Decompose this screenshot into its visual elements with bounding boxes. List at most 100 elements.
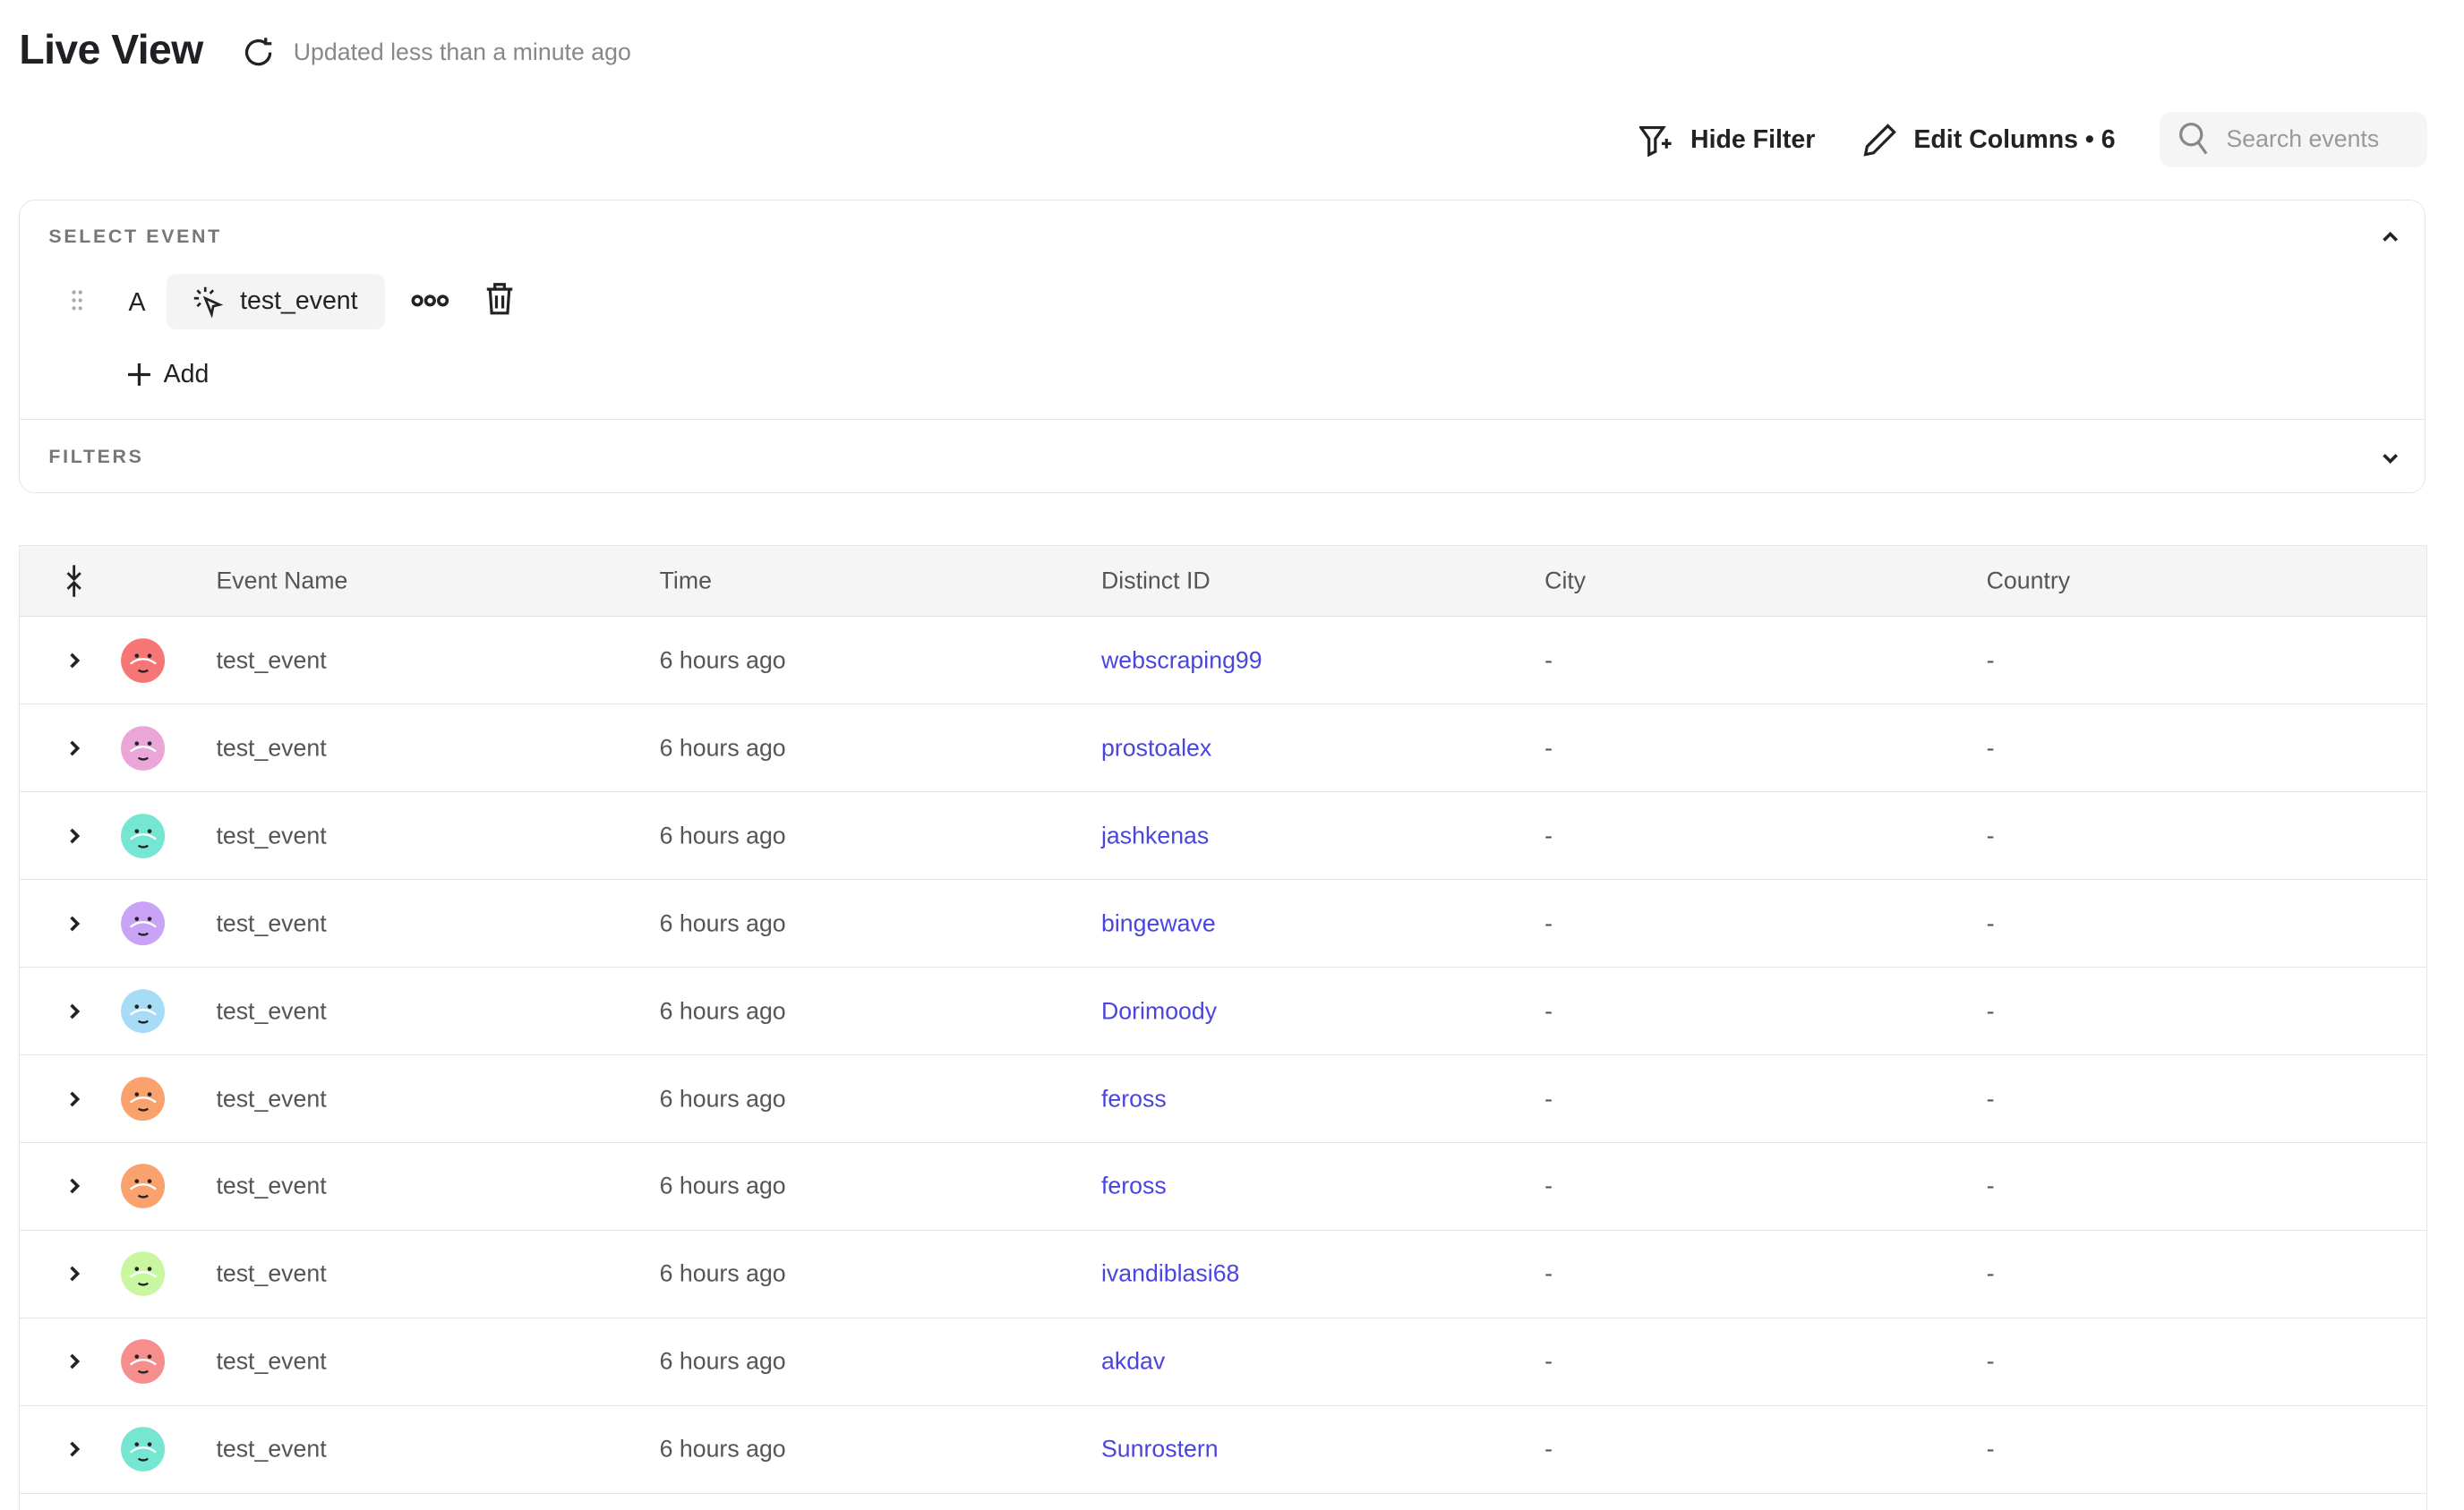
cursor-click-icon <box>193 286 224 318</box>
table-row[interactable]: test_event 6 hours ago prostoalex - - <box>19 704 2427 793</box>
table-row <box>19 1493 2427 1510</box>
event-name-cell: test_event <box>216 1259 327 1287</box>
column-header-time[interactable]: Time <box>659 567 712 594</box>
filter-plus-icon <box>1639 125 1672 157</box>
expand-row-icon[interactable] <box>68 651 81 670</box>
event-selector[interactable]: test_event <box>167 273 386 329</box>
event-name-cell: test_event <box>216 734 327 762</box>
table-row[interactable]: test_event 6 hours ago webscraping99 - - <box>19 617 2427 705</box>
event-name-cell: test_event <box>216 1347 327 1375</box>
avatar <box>120 1339 166 1385</box>
edit-columns-button[interactable]: Edit Columns • 6 <box>1862 121 2116 159</box>
table-header: Event Name Time Distinct ID City Country <box>19 545 2427 618</box>
table-row[interactable]: test_event 6 hours ago jashkenas - - <box>19 792 2427 881</box>
search-input[interactable] <box>2222 124 2421 156</box>
distinct-id-link[interactable]: ivandiblasi68 <box>1101 1259 1240 1287</box>
event-name-cell: test_event <box>216 646 327 674</box>
distinct-id-link[interactable]: akdav <box>1101 1347 1166 1375</box>
expand-row-icon[interactable] <box>68 1352 81 1371</box>
expand-row-icon[interactable] <box>68 914 81 933</box>
page-title: Live View <box>19 26 203 73</box>
table-row[interactable]: test_event 6 hours ago akdav - - <box>19 1318 2427 1406</box>
time-cell: 6 hours ago <box>659 1347 786 1375</box>
column-header-city[interactable]: City <box>1544 567 1587 594</box>
distinct-id-link[interactable]: webscraping99 <box>1101 646 1262 674</box>
divider <box>20 418 2426 421</box>
time-cell: 6 hours ago <box>659 1172 786 1199</box>
avatar <box>120 1251 166 1297</box>
distinct-id-link[interactable]: Dorimoody <box>1101 997 1218 1025</box>
event-filter-panel: SELECT EVENT A test_event Add FILTERS <box>19 199 2426 493</box>
collapse-all-icon[interactable] <box>64 565 83 598</box>
city-cell: - <box>1544 1085 1553 1113</box>
table-row[interactable]: test_event 6 hours ago feross - - <box>19 1055 2427 1144</box>
drag-handle-icon[interactable] <box>71 289 83 311</box>
table-row[interactable]: test_event 6 hours ago ivandiblasi68 - - <box>19 1230 2427 1318</box>
country-cell: - <box>1986 1172 1995 1199</box>
event-name-cell: test_event <box>216 909 327 937</box>
city-cell: - <box>1544 909 1553 937</box>
avatar <box>120 988 166 1034</box>
city-cell: - <box>1544 1259 1553 1287</box>
time-cell: 6 hours ago <box>659 822 786 849</box>
column-header-event-name[interactable]: Event Name <box>216 567 348 594</box>
time-cell: 6 hours ago <box>659 646 786 674</box>
expand-row-icon[interactable] <box>68 826 81 845</box>
trash-icon[interactable] <box>485 283 514 315</box>
expand-row-icon[interactable] <box>68 1089 81 1108</box>
avatar <box>120 1164 166 1209</box>
table-row[interactable]: test_event 6 hours ago Dorimoody - - <box>19 968 2427 1056</box>
country-cell: - <box>1986 909 1995 937</box>
hide-filter-label: Hide Filter <box>1690 125 1816 155</box>
time-cell: 6 hours ago <box>659 1435 786 1463</box>
add-event-button[interactable]: Add <box>128 360 209 389</box>
distinct-id-link[interactable]: jashkenas <box>1101 822 1210 849</box>
table-row[interactable]: test_event 6 hours ago feross - - <box>19 1143 2427 1231</box>
city-cell: - <box>1544 822 1553 849</box>
avatar <box>120 1427 166 1472</box>
hide-filter-button[interactable]: Hide Filter <box>1639 121 1815 159</box>
country-cell: - <box>1986 1085 1995 1113</box>
event-letter: A <box>128 287 146 317</box>
table-body: test_event 6 hours ago webscraping99 - -… <box>19 617 2427 1510</box>
chevron-down-icon[interactable] <box>2381 450 2400 466</box>
time-cell: 6 hours ago <box>659 734 786 762</box>
country-cell: - <box>1986 1435 1995 1463</box>
filters-label: FILTERS <box>48 445 144 467</box>
events-table: Event Name Time Distinct ID City Country… <box>19 545 2427 1510</box>
expand-row-icon[interactable] <box>68 1440 81 1459</box>
expand-row-icon[interactable] <box>68 1177 81 1196</box>
event-name-cell: test_event <box>216 1172 327 1199</box>
distinct-id-link[interactable]: prostoalex <box>1101 734 1212 762</box>
avatar <box>120 725 166 771</box>
search-box[interactable] <box>2159 111 2427 167</box>
event-name-cell: test_event <box>216 1435 327 1463</box>
time-cell: 6 hours ago <box>659 909 786 937</box>
table-row[interactable]: test_event 6 hours ago Sunrostern - - <box>19 1405 2427 1494</box>
distinct-id-link[interactable]: feross <box>1101 1085 1167 1113</box>
add-label: Add <box>163 359 210 388</box>
city-cell: - <box>1544 1347 1553 1375</box>
city-cell: - <box>1544 997 1553 1025</box>
avatar <box>120 813 166 858</box>
search-icon <box>2179 123 2208 155</box>
distinct-id-link[interactable]: feross <box>1101 1172 1167 1199</box>
city-cell: - <box>1544 1172 1553 1199</box>
city-cell: - <box>1544 646 1553 674</box>
more-options-icon[interactable] <box>411 293 449 309</box>
table-row[interactable]: test_event 6 hours ago bingewave - - <box>19 880 2427 968</box>
expand-row-icon[interactable] <box>68 1002 81 1020</box>
chevron-up-icon[interactable] <box>2381 229 2400 245</box>
country-cell: - <box>1986 822 1995 849</box>
expand-row-icon[interactable] <box>68 738 81 757</box>
column-header-country[interactable]: Country <box>1986 567 2071 594</box>
column-header-distinct-id[interactable]: Distinct ID <box>1101 567 1211 594</box>
country-cell: - <box>1986 997 1995 1025</box>
distinct-id-link[interactable]: bingewave <box>1101 909 1216 937</box>
avatar <box>120 1076 166 1122</box>
avatar <box>120 637 166 683</box>
event-name-cell: test_event <box>216 997 327 1025</box>
expand-row-icon[interactable] <box>68 1265 81 1284</box>
refresh-icon[interactable] <box>241 35 276 70</box>
distinct-id-link[interactable]: Sunrostern <box>1101 1435 1219 1463</box>
